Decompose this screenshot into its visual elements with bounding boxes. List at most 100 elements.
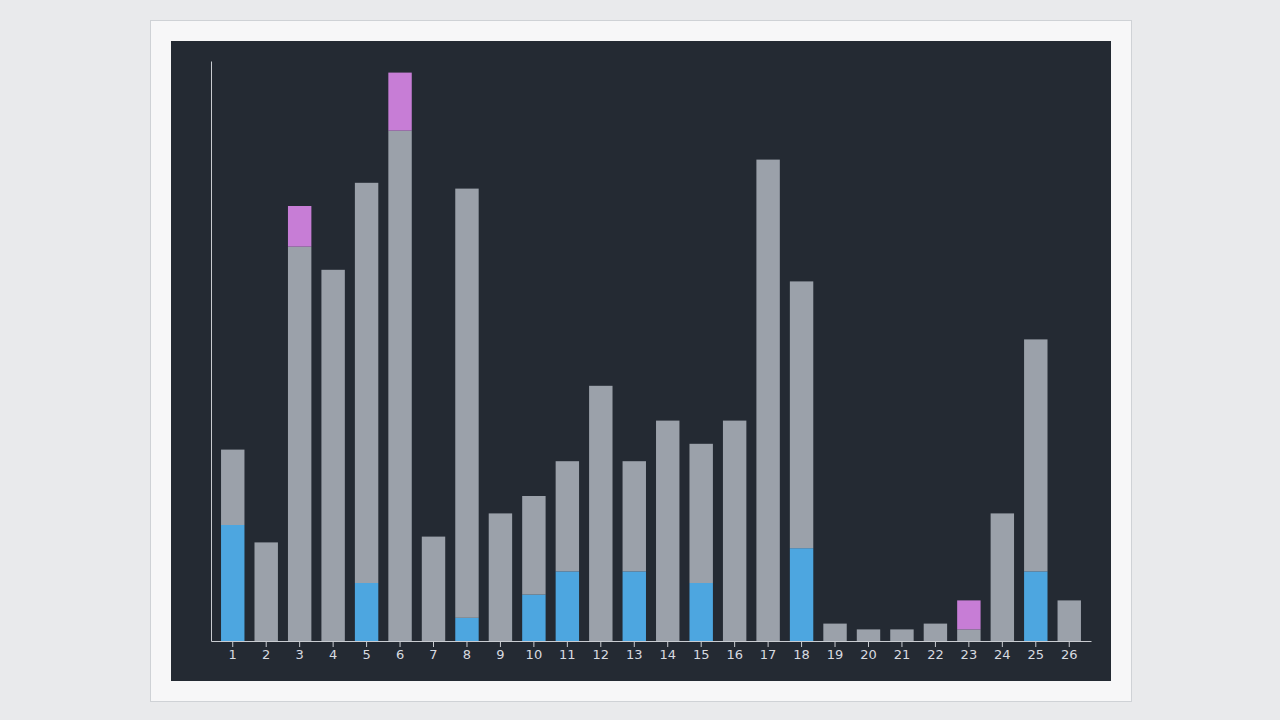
tick-label: 19 — [827, 647, 844, 662]
tick-label: 4 — [329, 647, 337, 662]
tick-label: 25 — [1028, 647, 1045, 662]
tick-label: 5 — [362, 647, 370, 662]
bar — [890, 629, 913, 630]
tick-mark — [1002, 641, 1003, 647]
bar — [556, 461, 579, 571]
x-axis-line — [212, 641, 1092, 642]
tick: 26 — [1061, 641, 1078, 662]
tick-label: 13 — [626, 647, 643, 662]
bar — [589, 386, 612, 641]
bar — [924, 623, 947, 624]
tick-label: 17 — [760, 647, 777, 662]
tick: 19 — [827, 641, 844, 662]
tick: 13 — [626, 641, 643, 662]
bar — [756, 160, 779, 641]
tick-label: 20 — [860, 647, 877, 662]
tick: 14 — [659, 641, 676, 662]
tick-mark — [232, 641, 233, 647]
tick-label: 23 — [961, 647, 978, 662]
bar — [556, 461, 579, 462]
series — [288, 73, 981, 630]
bar — [1024, 339, 1047, 571]
tick-mark — [333, 641, 334, 647]
tick-mark — [701, 641, 702, 647]
tick-label: 1 — [229, 647, 237, 662]
tick: 23 — [961, 641, 978, 662]
bar — [790, 281, 813, 282]
bar — [957, 600, 980, 629]
tick: 3 — [296, 641, 304, 662]
bar — [790, 281, 813, 548]
bar — [623, 461, 646, 571]
series — [221, 131, 1081, 641]
tick-label: 11 — [559, 647, 576, 662]
bar — [288, 247, 311, 641]
tick-mark — [500, 641, 501, 647]
tick-label: 3 — [296, 647, 304, 662]
bar — [924, 624, 947, 641]
tick-label: 21 — [894, 647, 911, 662]
tick-mark — [1069, 641, 1070, 647]
bar — [623, 461, 646, 462]
bar — [422, 536, 445, 537]
tick-label: 2 — [262, 647, 270, 662]
bar — [1024, 339, 1047, 340]
bar — [254, 542, 277, 641]
bar — [857, 629, 880, 641]
bar — [656, 421, 679, 641]
tick: 20 — [860, 641, 877, 662]
bar — [957, 629, 980, 641]
bar — [388, 131, 411, 641]
window: 1234567891011121314151617181920212223242… — [150, 20, 1132, 702]
bar — [422, 537, 445, 641]
bar — [489, 513, 512, 514]
tick-mark — [768, 641, 769, 647]
bar — [455, 189, 478, 618]
tick: 22 — [927, 641, 944, 662]
tick-label: 9 — [496, 647, 504, 662]
bar — [221, 450, 244, 525]
tick-mark — [667, 641, 668, 647]
bar — [355, 183, 378, 583]
tick-label: 18 — [793, 647, 810, 662]
y-axis-line — [211, 62, 212, 642]
plot: 1234567891011121314151617181920212223242… — [212, 62, 1092, 663]
bar — [589, 385, 612, 386]
tick-label: 26 — [1061, 647, 1078, 662]
tick-label: 10 — [526, 647, 543, 662]
tick: 8 — [463, 641, 471, 662]
bar — [556, 571, 579, 641]
bar — [689, 443, 712, 444]
bar — [890, 629, 913, 641]
bar — [991, 513, 1014, 641]
bar — [321, 269, 344, 270]
tick-mark — [366, 641, 367, 647]
tick: 11 — [559, 641, 576, 662]
bar — [790, 548, 813, 641]
bar — [489, 513, 512, 641]
bar — [355, 583, 378, 641]
tick: 15 — [693, 641, 710, 662]
tick-label: 12 — [593, 647, 610, 662]
tick-label: 24 — [994, 647, 1011, 662]
tick-mark — [868, 641, 869, 647]
bar — [689, 583, 712, 641]
bar — [623, 571, 646, 641]
tick: 6 — [396, 641, 404, 662]
bar — [991, 513, 1014, 514]
x-axis: 1234567891011121314151617181920212223242… — [212, 641, 1092, 662]
tick: 12 — [593, 641, 610, 662]
bar — [355, 182, 378, 183]
bar — [723, 420, 746, 421]
tick-mark — [266, 641, 267, 647]
tick: 16 — [726, 641, 743, 662]
tick: 18 — [793, 641, 810, 662]
bar — [455, 618, 478, 641]
tick-mark — [433, 641, 434, 647]
bar — [1058, 600, 1081, 601]
tick-mark — [901, 641, 902, 647]
bar — [689, 444, 712, 583]
bar — [522, 595, 545, 641]
plot-background — [171, 41, 1111, 681]
tick-mark — [734, 641, 735, 647]
